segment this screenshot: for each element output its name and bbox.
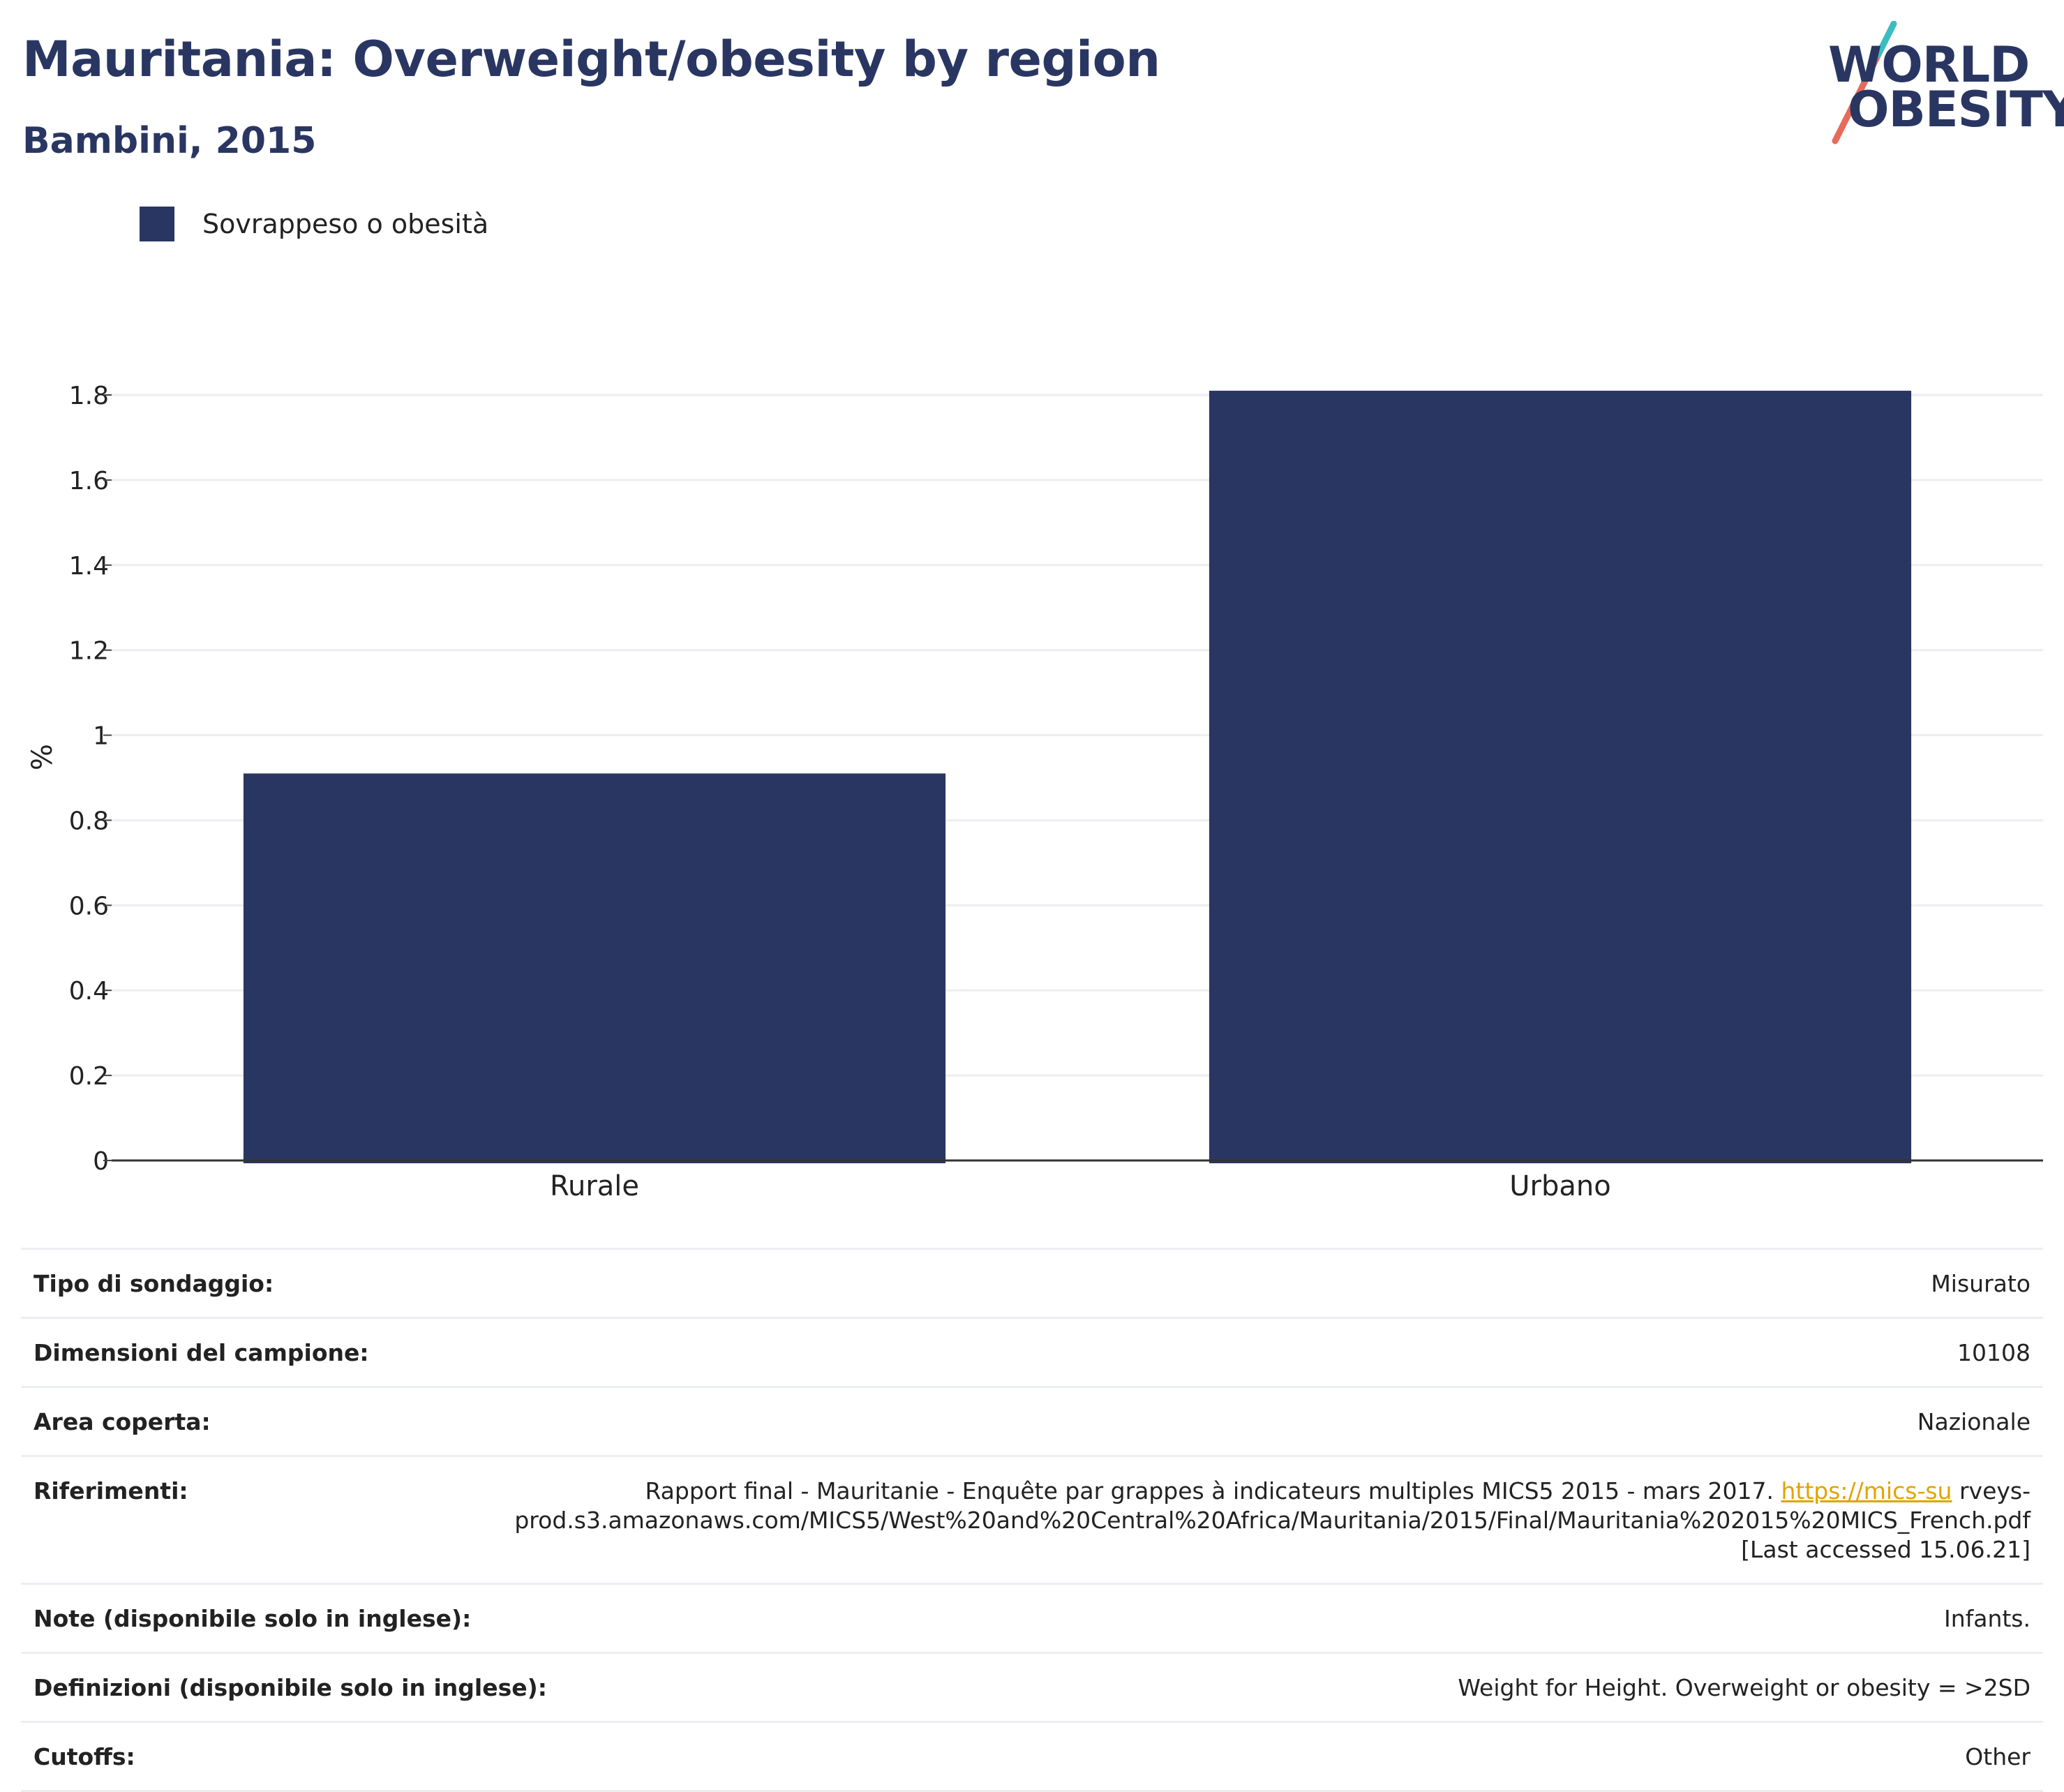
- references-accessed: [Last accessed 15.06.21]: [1741, 1536, 2031, 1563]
- y-tick-label: 0.2: [69, 1062, 109, 1091]
- definitions-row: Definizioni (disponibile solo in inglese…: [21, 1652, 2043, 1721]
- references-link[interactable]: https://mics-su: [1781, 1477, 1952, 1504]
- references-url-rest: rveys-prod.s3.amazonaws.com/MICS5/West%2…: [514, 1477, 2031, 1534]
- legend-swatch[interactable]: [140, 207, 174, 241]
- sample-size-value: 10108: [1957, 1339, 2031, 1366]
- bar-rurale[interactable]: [243, 773, 946, 1163]
- cutoffs-value: Other: [1965, 1743, 2031, 1770]
- definitions-label: Definizioni (disponibile solo in inglese…: [33, 1674, 547, 1701]
- y-tick-label: 1.6: [69, 467, 109, 495]
- references-row: Riferimenti: Rapport final - Mauritanie …: [21, 1455, 2043, 1583]
- y-tick-label: 1.8: [69, 382, 109, 410]
- references-label: Riferimenti:: [33, 1477, 188, 1504]
- references-value: Rapport final - Mauritanie - Enquête par…: [495, 1477, 2031, 1565]
- y-tick-label: 0.4: [69, 977, 109, 1006]
- y-axis-title: %: [27, 744, 59, 770]
- survey-type-value: Misurato: [1931, 1270, 2031, 1297]
- x-category-labels: Rurale Urbano: [550, 1170, 1611, 1202]
- area-label: Area coperta:: [33, 1408, 211, 1435]
- references-text: Rapport final - Mauritanie - Enquête par…: [645, 1477, 1781, 1504]
- y-tick-label: 1.2: [69, 637, 109, 666]
- bar-chart: 00.20.40.60.811.21.41.61.8 Rurale Urbano …: [27, 382, 2043, 1202]
- logo-slash-icon: [1832, 21, 1897, 144]
- y-tick-label: 0.6: [69, 892, 109, 920]
- metadata-table: Tipo di sondaggio: Misurato Dimensioni d…: [21, 1248, 2043, 1792]
- notes-label: Note (disponibile solo in inglese):: [33, 1605, 472, 1632]
- definitions-value: Weight for Height. Overweight or obesity…: [1458, 1674, 2031, 1701]
- x-category-label: Urbano: [1509, 1170, 1610, 1202]
- y-tick-label: 0: [93, 1147, 109, 1176]
- logo-word-obesity: OBESITY: [1848, 81, 2064, 138]
- sample-size-row: Dimensioni del campione: 10108: [21, 1317, 2043, 1386]
- bars: [243, 390, 1912, 1164]
- y-tick-label: 0.8: [69, 807, 109, 835]
- chart-subtitle: Bambini, 2015: [22, 120, 317, 162]
- area-value: Nazionale: [1917, 1408, 2031, 1435]
- y-tick-label: 1: [93, 722, 109, 751]
- notes-row: Note (disponibile solo in inglese): Infa…: [21, 1583, 2043, 1652]
- cutoffs-label: Cutoffs:: [33, 1743, 135, 1770]
- sample-size-label: Dimensioni del campione:: [33, 1339, 369, 1366]
- cutoffs-row: Cutoffs: Other: [21, 1721, 2043, 1792]
- y-tick-label: 1.4: [69, 552, 109, 581]
- legend: Sovrappeso o obesità: [140, 207, 488, 241]
- area-row: Area coperta: Nazionale: [21, 1386, 2043, 1455]
- world-obesity-logo[interactable]: WORLD OBESITY: [1814, 21, 2064, 147]
- bar-urbano[interactable]: [1209, 390, 1912, 1164]
- survey-type-row: Tipo di sondaggio: Misurato: [21, 1248, 2043, 1317]
- x-category-label: Rurale: [550, 1170, 639, 1202]
- y-tick-labels: 0 0.2 0.4 0.6 0.8 1 1.2 1.4 1.6 1.8: [69, 382, 112, 1176]
- chart-title: Mauritania: Overweight/obesity by region: [22, 31, 1160, 88]
- notes-value: Infants.: [1943, 1605, 2031, 1632]
- legend-label: Sovrappeso o obesità: [202, 209, 489, 239]
- survey-type-label: Tipo di sondaggio:: [33, 1270, 274, 1297]
- logo-word-world: WORLD: [1828, 36, 2030, 94]
